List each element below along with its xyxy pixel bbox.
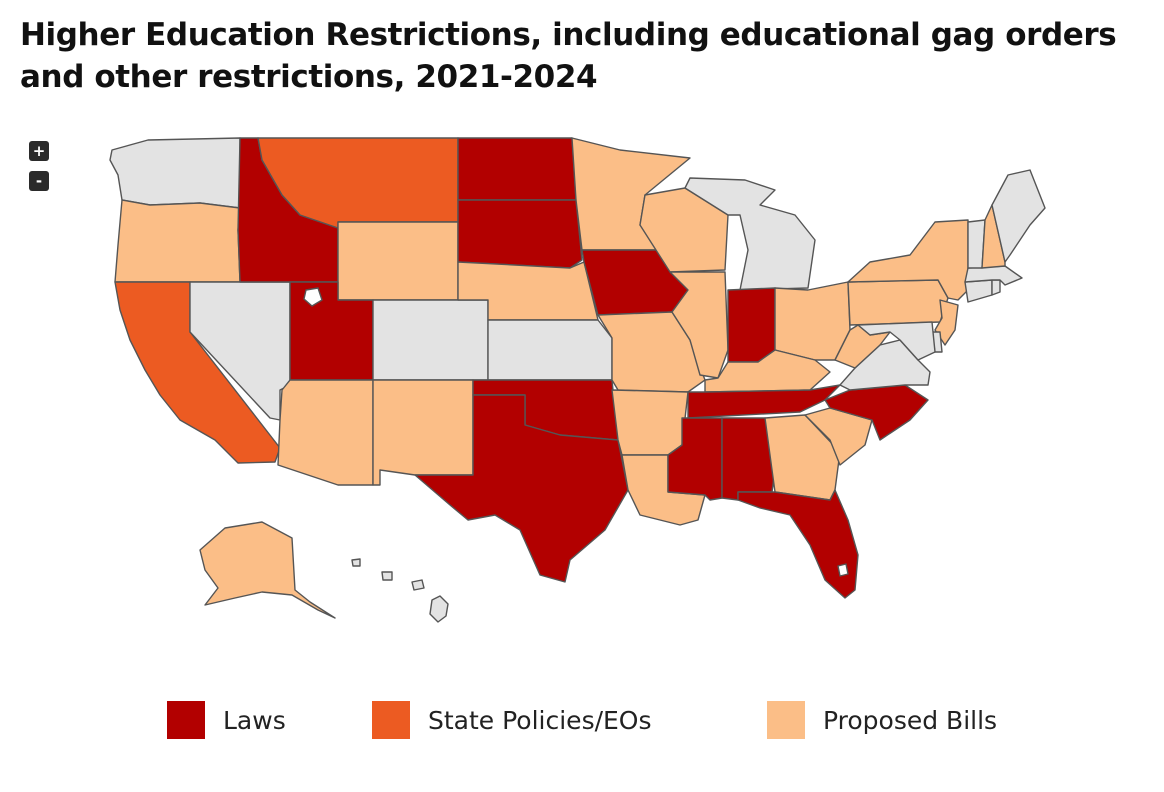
state-me[interactable] [991,169,1046,263]
state-pa[interactable] [847,279,949,326]
state-nh[interactable] [981,204,1006,269]
state-tx[interactable] [414,394,629,583]
state-or[interactable] [114,199,241,283]
lake-okeechobee [837,563,849,577]
legend-label-state-policies: State Policies/EOs [428,705,652,735]
state-nd[interactable] [457,137,577,201]
legend: Laws State Policies/EOs Proposed Bills [0,698,1164,742]
state-ak[interactable] [199,521,336,619]
state-wa[interactable] [109,137,241,209]
state-in[interactable] [727,287,776,363]
state-tn[interactable] [687,384,841,419]
zoom-out-button[interactable]: - [29,171,49,191]
state-ar[interactable] [611,389,689,456]
hawaii-island-oahu [381,571,393,581]
state-fl[interactable] [737,489,859,599]
legend-swatch-proposed-bills [767,701,805,739]
state-co[interactable] [372,299,489,381]
hawaii-island-kauai [351,558,361,567]
map-title: Higher Education Restrictions, including… [20,17,1117,95]
state-nm[interactable] [372,379,474,486]
great-salt-lake [303,287,323,307]
zoom-in-button[interactable]: + [29,141,49,161]
state-mi[interactable] [684,177,816,291]
state-ct[interactable] [964,279,993,303]
state-oh[interactable] [774,281,851,361]
legend-item-laws: Laws [167,698,286,742]
legend-label-laws: Laws [223,705,286,735]
us-states-map [109,137,1046,623]
state-ri[interactable] [991,279,1001,296]
hawaii-island-maui [411,579,425,591]
legend-item-proposed-bills: Proposed Bills [767,698,997,742]
state-wy[interactable] [337,221,459,301]
state-md[interactable] [857,321,936,361]
state-ma[interactable] [964,265,1023,286]
legend-swatch-laws [167,701,205,739]
state-ks[interactable] [487,319,613,381]
legend-item-state-policies: State Policies/EOs [372,698,652,742]
state-hi[interactable] [429,595,449,623]
legend-swatch-state-policies [372,701,410,739]
state-il[interactable] [669,271,729,379]
legend-label-proposed-bills: Proposed Bills [823,705,998,735]
state-az[interactable] [277,379,374,486]
state-sd[interactable] [457,199,583,269]
